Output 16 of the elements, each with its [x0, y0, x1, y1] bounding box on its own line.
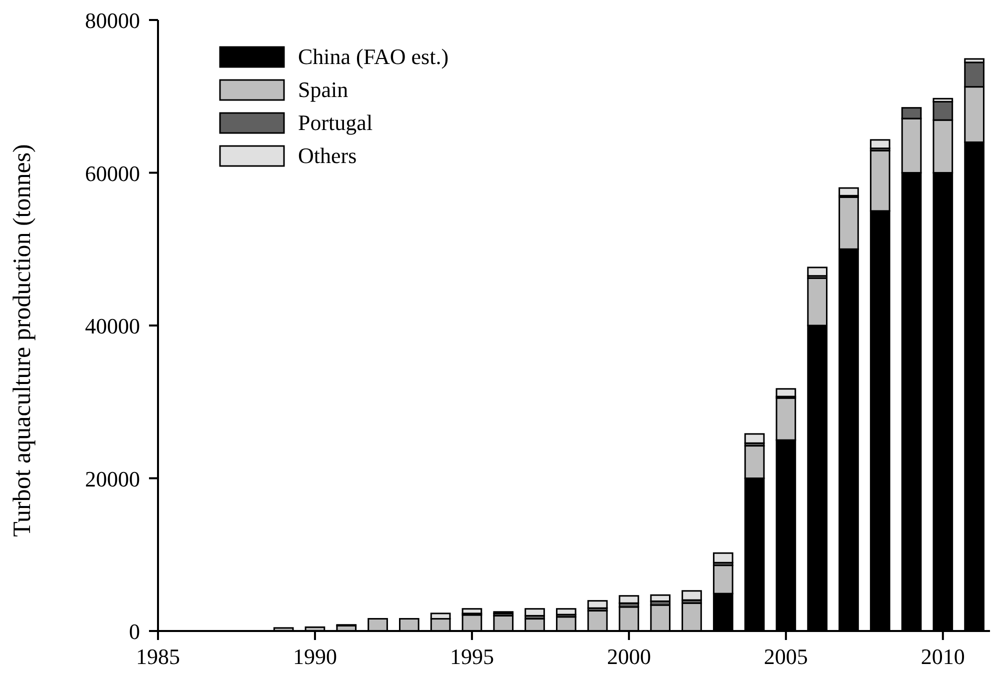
x-tick-label: 2000	[606, 644, 651, 669]
x-tick-label: 2005	[764, 644, 808, 669]
y-tick-label: 20000	[85, 466, 140, 492]
legend-label: Spain	[298, 77, 348, 102]
y-tick-label: 60000	[85, 160, 140, 186]
y-tick-label: 0	[129, 619, 140, 644]
legend-label: China (FAO est.)	[298, 44, 449, 69]
legend-label: Portugal	[298, 110, 373, 135]
y-axis-title: Turbot aquaculture production (tonnes)	[9, 144, 36, 537]
x-tick-label: 1990	[292, 644, 337, 669]
x-tick-label: 1995	[450, 644, 494, 669]
y-tick-label: 40000	[85, 314, 140, 338]
x-tick-label: 2010	[920, 644, 965, 669]
y-tick-label: 80000	[85, 8, 140, 33]
legend-label: Others	[298, 143, 357, 168]
x-tick-label: 1985	[136, 644, 180, 669]
